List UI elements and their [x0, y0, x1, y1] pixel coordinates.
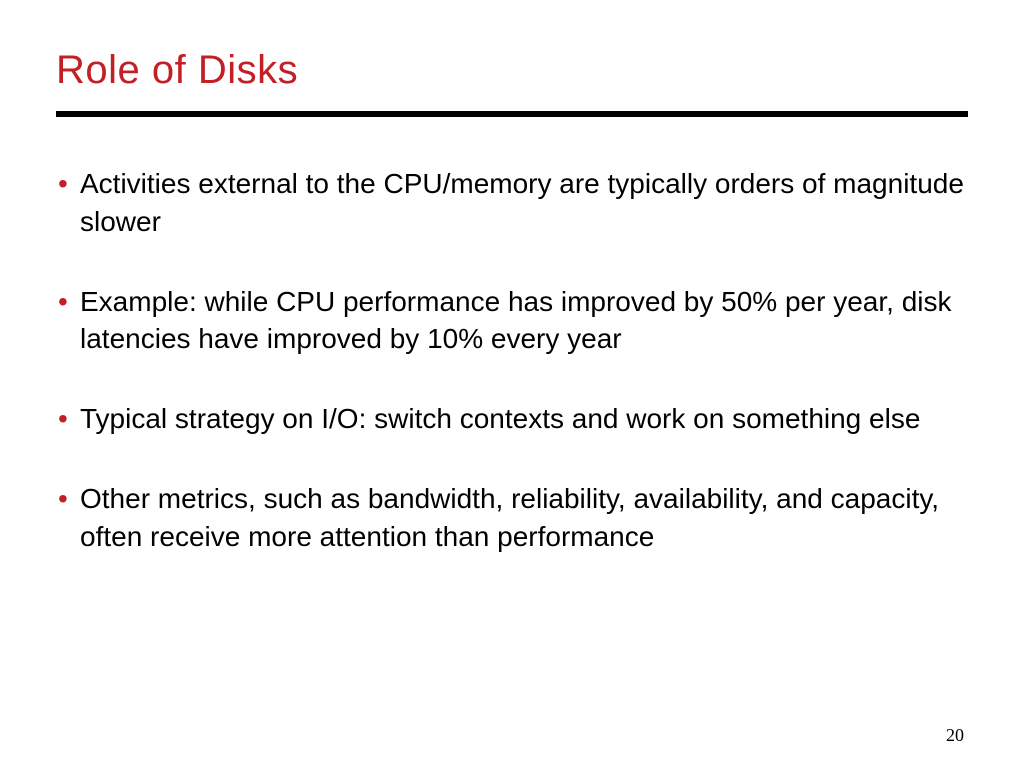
bullet-item: Example: while CPU performance has impro… [56, 283, 968, 359]
bullet-item: Activities external to the CPU/memory ar… [56, 165, 968, 241]
page-number: 20 [946, 725, 964, 746]
bullet-list: Activities external to the CPU/memory ar… [56, 165, 968, 556]
slide-title: Role of Disks [56, 48, 968, 93]
title-rule [56, 111, 968, 117]
bullet-item: Other metrics, such as bandwidth, reliab… [56, 480, 968, 556]
slide-container: Role of Disks Activities external to the… [0, 0, 1024, 768]
bullet-item: Typical strategy on I/O: switch contexts… [56, 400, 968, 438]
